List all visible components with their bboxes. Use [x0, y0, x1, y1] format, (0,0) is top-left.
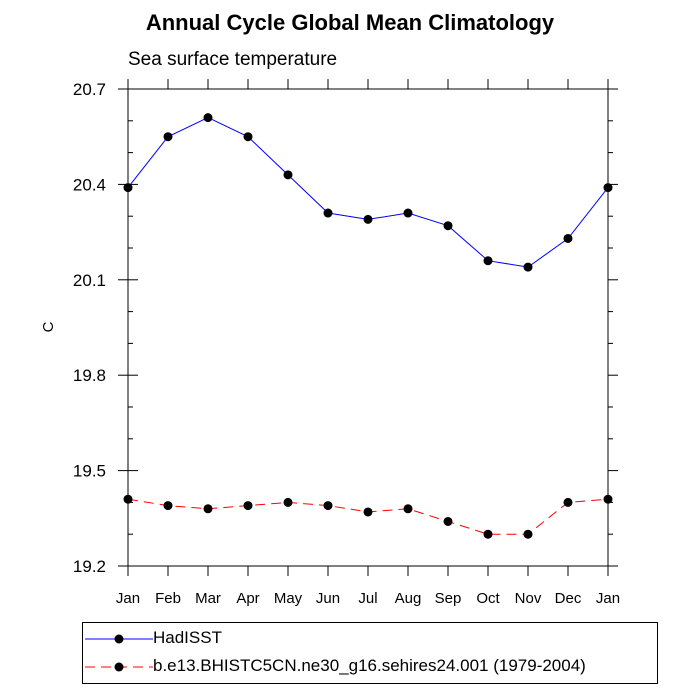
- x-tick-label: Feb: [155, 590, 181, 607]
- x-tick-label: Jan: [116, 590, 140, 607]
- series-line-0: [127, 117, 609, 268]
- x-tick-label: Jun: [316, 590, 340, 607]
- series-0-point: [403, 208, 413, 218]
- x-tick-label: Jul: [358, 590, 377, 607]
- series-1-point: [163, 501, 173, 511]
- y-tick-label: 19.8: [73, 366, 106, 385]
- legend-swatches: [85, 634, 153, 672]
- legend-label-hadisst: HadISST: [153, 628, 222, 647]
- series-line-1: [127, 498, 609, 535]
- series-1-point: [483, 529, 493, 539]
- series-0-point: [443, 221, 453, 231]
- y-axis-label: C: [40, 321, 57, 332]
- x-tick-label: Jan: [596, 590, 620, 607]
- y-tick-label: 20.7: [73, 80, 106, 99]
- x-tick-label: Apr: [236, 590, 259, 607]
- series-0-point: [123, 183, 133, 193]
- series-1-point: [283, 497, 293, 507]
- x-tick-label: Oct: [476, 590, 500, 607]
- series-0-point: [563, 233, 573, 243]
- y-tick-label: 19.2: [73, 557, 106, 576]
- series-1-point: [243, 501, 253, 511]
- y-tick-label: 20.4: [73, 175, 106, 194]
- series-1-point: [603, 494, 613, 504]
- x-tick-label: Mar: [195, 590, 221, 607]
- x-tick-label: May: [274, 590, 303, 607]
- series-1-point: [443, 516, 453, 526]
- series-0-point: [363, 214, 373, 224]
- chart-subtitle: Sea surface temperature: [128, 49, 338, 70]
- y-tick-label: 20.1: [73, 271, 106, 290]
- series-0-point: [163, 132, 173, 142]
- series-0-point: [603, 183, 613, 193]
- legend-label-model: b.e13.BHISTC5CN.ne30_g16.sehires24.001 (…: [153, 656, 586, 675]
- series-1-point: [323, 501, 333, 511]
- x-tick-label: Aug: [395, 590, 422, 607]
- legend: HadISST b.e13.BHISTC5CN.ne30_g16.sehires…: [82, 622, 658, 684]
- series-1-point: [403, 504, 413, 514]
- series-0-point: [243, 132, 253, 142]
- legend-marker-hadisst: [114, 634, 124, 644]
- legend-marker-model: [114, 662, 124, 672]
- y-tick-label: 19.5: [73, 462, 106, 481]
- series-1-point: [203, 504, 213, 514]
- series-1-point: [363, 507, 373, 517]
- plot-frame: [127, 88, 609, 567]
- series-1-point: [523, 529, 533, 539]
- series-0-point: [483, 256, 493, 266]
- series-1-point: [123, 494, 133, 504]
- x-tick-label: Nov: [515, 590, 542, 607]
- series-0-point: [323, 208, 333, 218]
- series-1-point: [563, 497, 573, 507]
- series-0-point: [283, 170, 293, 180]
- series-0-point: [203, 113, 213, 123]
- x-tick-label: Sep: [435, 590, 462, 607]
- x-tick-label: Dec: [555, 590, 582, 607]
- series-0-point: [523, 262, 533, 272]
- chart-title: Annual Cycle Global Mean Climatology: [145, 10, 555, 35]
